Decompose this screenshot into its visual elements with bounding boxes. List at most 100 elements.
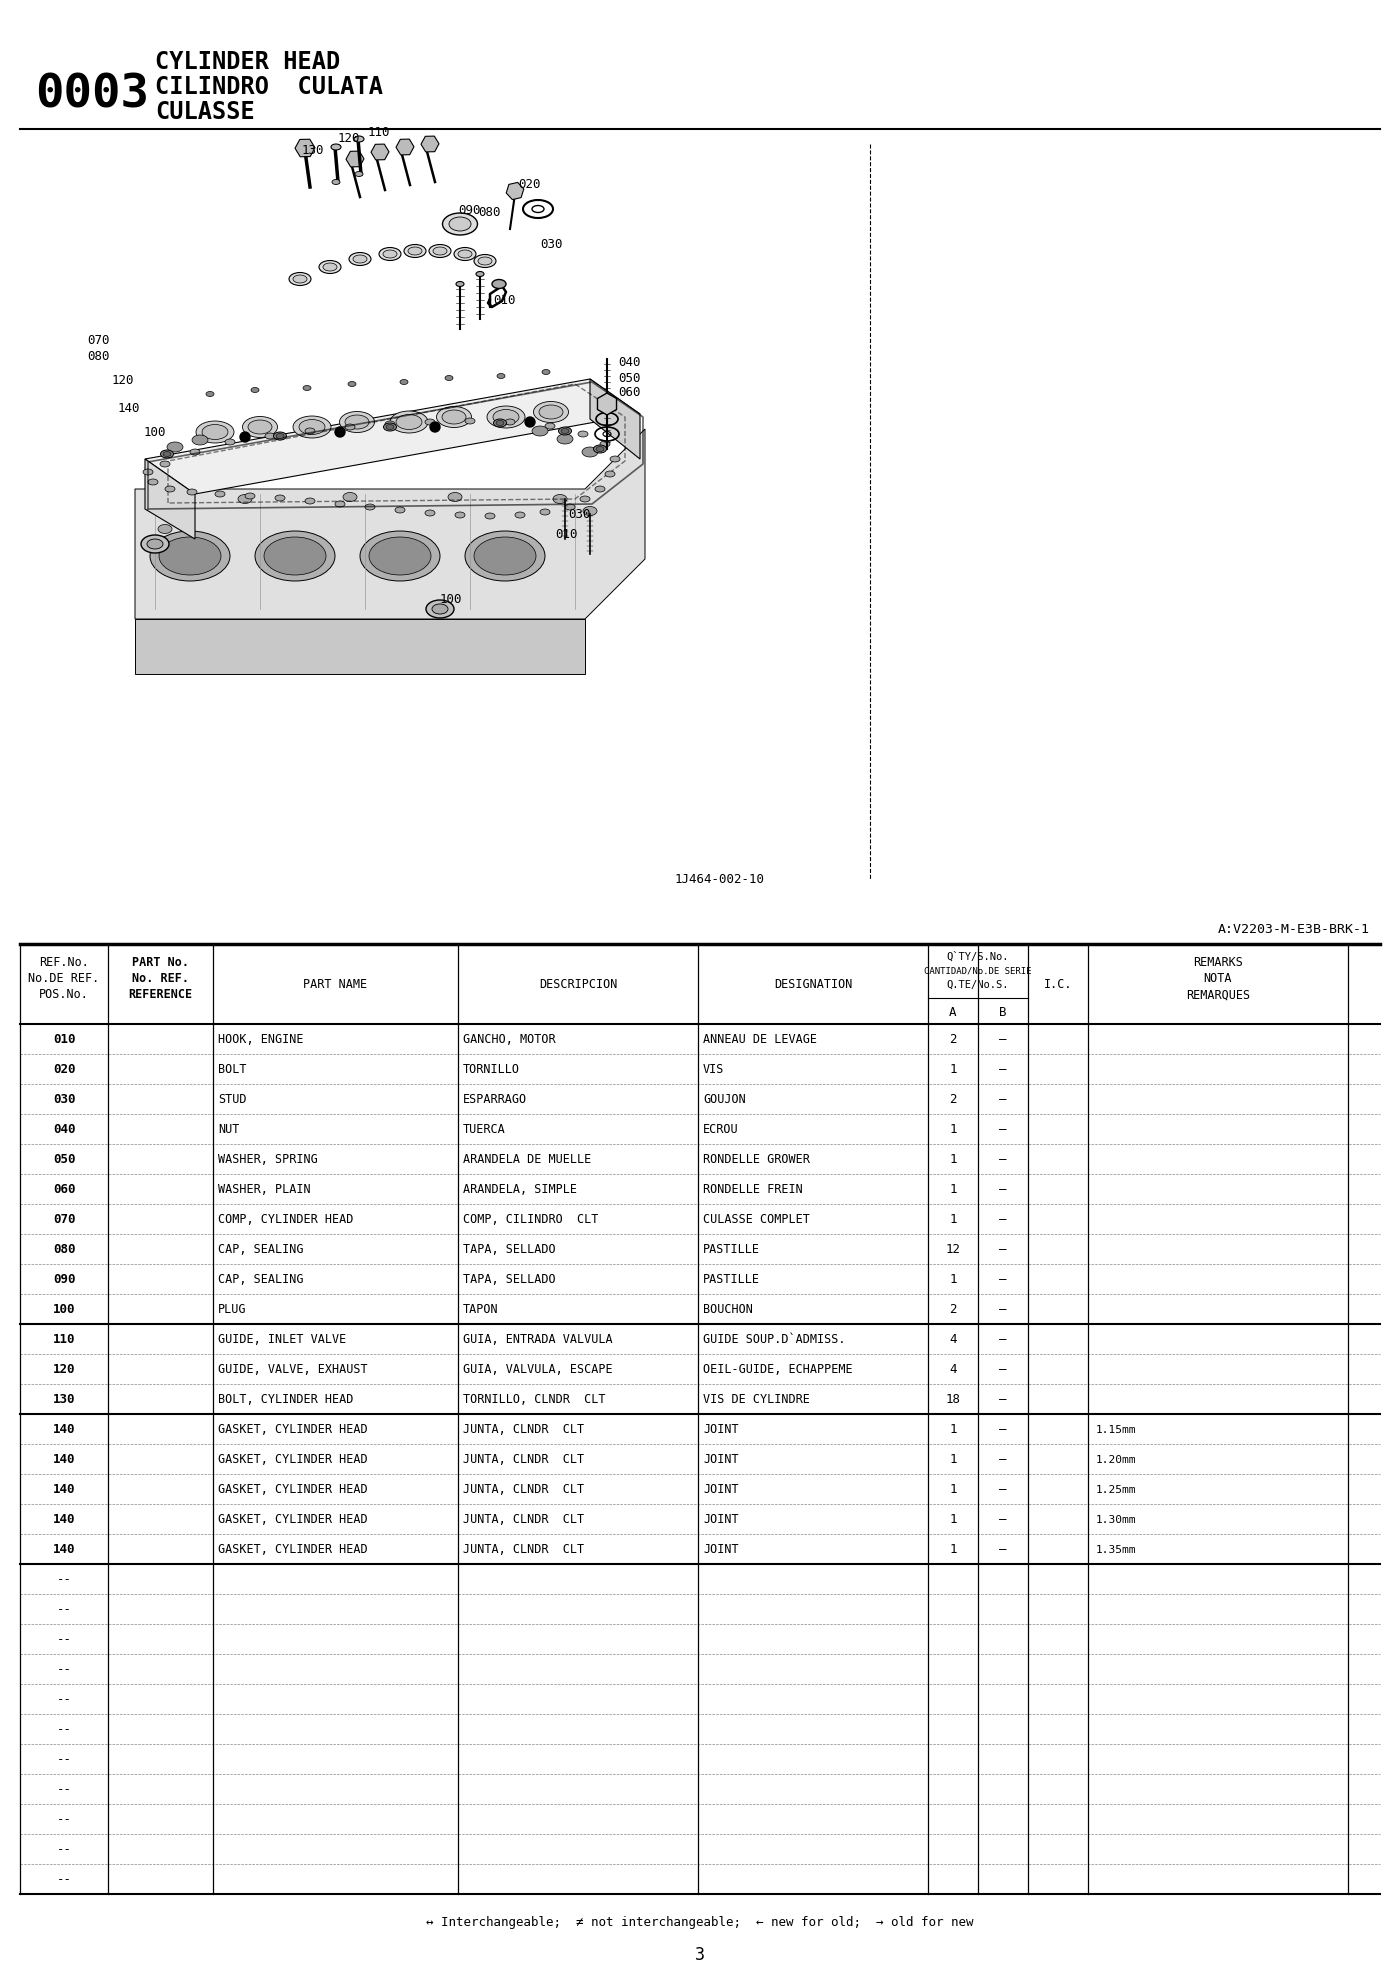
Text: COMP, CILINDRO  CLT: COMP, CILINDRO CLT [463, 1214, 598, 1226]
Text: PASTILLE: PASTILLE [703, 1243, 760, 1255]
Text: GOUJON: GOUJON [703, 1093, 746, 1107]
Text: PART No.: PART No. [132, 956, 189, 968]
Text: B: B [1000, 1006, 1007, 1020]
Text: 080: 080 [477, 206, 501, 220]
Text: PLUG: PLUG [218, 1303, 246, 1317]
Text: –: – [1000, 1182, 1007, 1196]
Text: –: – [1000, 1513, 1007, 1527]
Ellipse shape [323, 263, 337, 271]
Text: 030: 030 [53, 1093, 76, 1107]
Ellipse shape [605, 471, 615, 477]
Ellipse shape [594, 446, 606, 453]
Text: 2: 2 [949, 1303, 956, 1317]
Text: COMP, CYLINDER HEAD: COMP, CYLINDER HEAD [218, 1214, 353, 1226]
Ellipse shape [158, 525, 172, 535]
Circle shape [430, 424, 440, 434]
Ellipse shape [559, 428, 571, 436]
Text: –: – [1000, 1152, 1007, 1166]
Text: No. REF.: No. REF. [132, 972, 189, 984]
Text: --: -- [56, 1752, 71, 1766]
Text: POS.No.: POS.No. [39, 988, 90, 1002]
Text: –: – [1000, 1362, 1007, 1376]
Text: 1: 1 [949, 1273, 956, 1285]
Ellipse shape [206, 392, 214, 398]
Text: REFERENCE: REFERENCE [129, 988, 193, 1002]
Text: 140: 140 [53, 1424, 76, 1436]
Ellipse shape [582, 447, 598, 457]
Ellipse shape [465, 533, 545, 582]
Ellipse shape [330, 145, 342, 150]
Ellipse shape [276, 434, 284, 440]
Text: –: – [1000, 1303, 1007, 1317]
Text: BOLT: BOLT [218, 1063, 246, 1075]
Text: REMARKS: REMARKS [1193, 956, 1243, 968]
Text: RONDELLE GROWER: RONDELLE GROWER [703, 1152, 809, 1166]
Text: 140: 140 [53, 1542, 76, 1556]
Ellipse shape [566, 505, 575, 511]
Ellipse shape [160, 539, 221, 576]
Text: ARANDELA DE MUELLE: ARANDELA DE MUELLE [463, 1152, 591, 1166]
Ellipse shape [251, 388, 259, 394]
Ellipse shape [147, 541, 162, 550]
Text: –: – [1000, 1424, 1007, 1436]
Ellipse shape [165, 487, 175, 493]
Text: HOOK, ENGINE: HOOK, ENGINE [218, 1034, 304, 1045]
Text: 050: 050 [617, 372, 641, 384]
Text: 18: 18 [945, 1392, 960, 1406]
Ellipse shape [456, 283, 463, 287]
Ellipse shape [426, 600, 454, 618]
Polygon shape [146, 380, 640, 495]
Ellipse shape [344, 426, 356, 432]
Text: --: -- [56, 1602, 71, 1616]
Ellipse shape [455, 513, 465, 519]
Text: NOTA: NOTA [1204, 972, 1232, 984]
Text: 1J464-002-10: 1J464-002-10 [675, 873, 764, 887]
Ellipse shape [356, 172, 363, 178]
Ellipse shape [265, 539, 326, 576]
Ellipse shape [293, 416, 330, 440]
Text: WASHER, SPRING: WASHER, SPRING [218, 1152, 318, 1166]
Text: BOLT, CYLINDER HEAD: BOLT, CYLINDER HEAD [218, 1392, 353, 1406]
Text: TUERCA: TUERCA [463, 1123, 505, 1137]
Ellipse shape [305, 430, 315, 436]
Text: --: -- [56, 1723, 71, 1736]
Text: ANNEAU DE LEVAGE: ANNEAU DE LEVAGE [703, 1034, 818, 1045]
Text: --: -- [56, 1873, 71, 1885]
Text: –: – [1000, 1214, 1007, 1226]
Text: 1: 1 [949, 1152, 956, 1166]
Text: 050: 050 [53, 1152, 76, 1166]
Text: No.DE REF.: No.DE REF. [28, 972, 99, 984]
Ellipse shape [545, 424, 554, 430]
Text: --: -- [56, 1572, 71, 1586]
Ellipse shape [265, 434, 274, 440]
Text: 140: 140 [53, 1513, 76, 1527]
Ellipse shape [426, 511, 435, 517]
Ellipse shape [300, 420, 325, 436]
Text: 080: 080 [87, 350, 109, 362]
Text: PASTILLE: PASTILLE [703, 1273, 760, 1285]
Text: NUT: NUT [218, 1123, 239, 1137]
Ellipse shape [515, 513, 525, 519]
Text: 3: 3 [694, 1944, 706, 1962]
Ellipse shape [475, 539, 536, 576]
Text: 060: 060 [617, 386, 641, 400]
Ellipse shape [153, 495, 167, 505]
Text: TAPA, SELLADO: TAPA, SELLADO [463, 1273, 556, 1285]
Text: 1: 1 [949, 1453, 956, 1465]
Text: 12: 12 [945, 1243, 960, 1255]
Polygon shape [589, 380, 640, 459]
Text: DESIGNATION: DESIGNATION [774, 978, 853, 992]
Text: CANTIDAD/No.DE SERIE: CANTIDAD/No.DE SERIE [924, 966, 1032, 974]
Text: --: -- [56, 1782, 71, 1796]
Circle shape [335, 428, 344, 438]
Text: ↔ Interchangeable;  ≠ not interchangeable;  ← new for old;  → old for new: ↔ Interchangeable; ≠ not interchangeable… [426, 1915, 974, 1929]
Text: 120: 120 [337, 131, 361, 145]
Ellipse shape [150, 533, 230, 582]
Text: JUNTA, CLNDR  CLT: JUNTA, CLNDR CLT [463, 1542, 584, 1556]
Ellipse shape [532, 428, 547, 438]
Text: CULASSE: CULASSE [155, 99, 255, 125]
Text: –: – [1000, 1483, 1007, 1495]
Text: JUNTA, CLNDR  CLT: JUNTA, CLNDR CLT [463, 1483, 584, 1495]
Text: 090: 090 [458, 204, 480, 216]
Ellipse shape [539, 406, 563, 420]
